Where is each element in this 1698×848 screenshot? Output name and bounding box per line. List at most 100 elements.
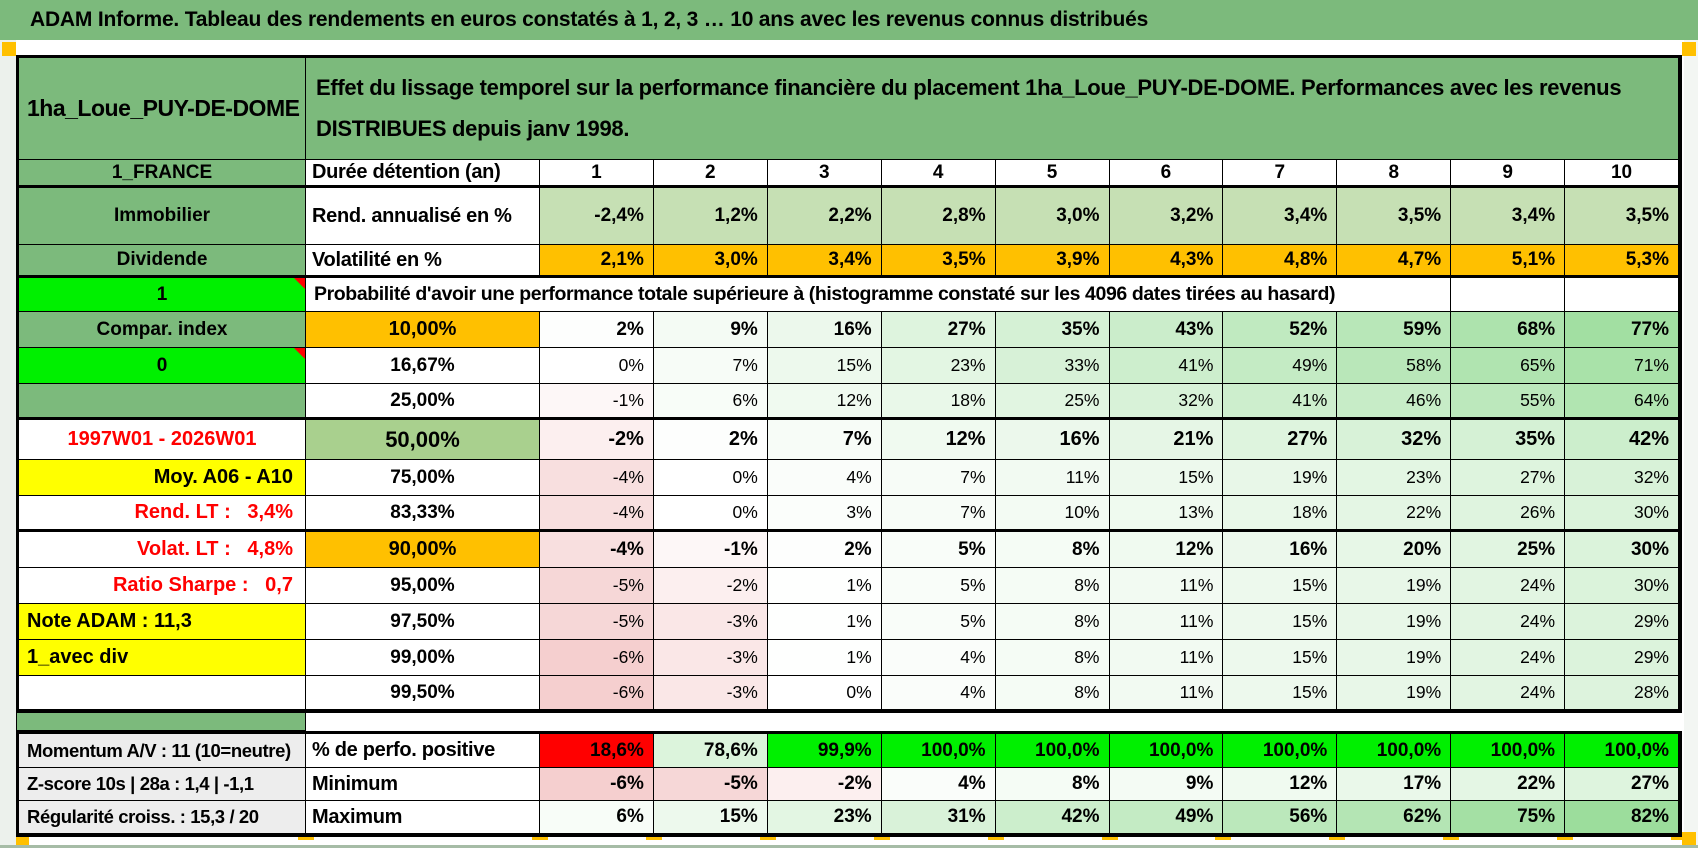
value-cell[interactable]: -4% [540,496,654,532]
value-cell[interactable]: 5,1% [1451,245,1566,278]
value-cell[interactable]: 100,0% [881,734,996,768]
value-cell[interactable]: 15% [1109,460,1224,496]
value-cell[interactable]: -2% [653,568,768,604]
value-cell[interactable]: 58% [1337,348,1452,384]
year-column-header[interactable]: 10 [1565,160,1679,188]
metric-label[interactable]: Rend. annualisé en % [306,188,540,245]
value-cell[interactable]: 46% [1337,384,1452,420]
year-column-header[interactable]: 9 [1451,160,1566,188]
value-cell[interactable]: 2,1% [540,245,654,278]
value-cell[interactable]: 24% [1451,640,1566,676]
value-cell[interactable]: 4% [881,768,996,801]
value-cell[interactable]: 100,0% [1223,734,1338,768]
row-label[interactable]: Rend. LT : 3,4% [19,496,306,532]
value-cell[interactable]: 7% [881,460,996,496]
value-cell[interactable]: 25% [1451,532,1566,568]
value-cell[interactable]: 62% [1337,801,1452,834]
value-cell[interactable]: -2,4% [540,188,654,245]
value-cell[interactable]: 3,0% [653,245,768,278]
threshold-cell[interactable]: 90,00% [306,532,540,568]
value-cell[interactable]: 82% [1565,801,1679,834]
value-cell[interactable]: 11% [1109,604,1224,640]
value-cell[interactable]: 32% [1565,460,1679,496]
value-cell[interactable]: 78,6% [653,734,768,768]
value-cell[interactable]: -1% [653,532,768,568]
value-cell[interactable]: 5% [881,532,996,568]
value-cell[interactable]: 4% [881,676,996,710]
summary-metric-label[interactable]: Maximum [306,801,540,834]
value-cell[interactable]: 41% [1109,348,1224,384]
value-cell[interactable]: 8% [995,568,1110,604]
value-cell[interactable]: 32% [1337,420,1452,460]
summary-metric-label[interactable]: % de perfo. positive [306,734,540,768]
row-label[interactable] [19,384,306,420]
summary-row-label[interactable]: Momentum A/V : 11 (10=neutre) [19,734,306,768]
value-cell[interactable]: -3% [653,640,768,676]
row-label[interactable]: 1_FRANCE [19,160,306,188]
asset-name-cell[interactable]: 1ha_Loue_PUY-DE-DOME [19,58,306,160]
value-cell[interactable]: 8% [995,604,1110,640]
year-column-header[interactable]: 5 [995,160,1110,188]
value-cell[interactable]: 8% [995,676,1110,710]
value-cell[interactable]: 0% [653,496,768,532]
value-cell[interactable]: 15% [1223,676,1338,710]
row-label[interactable]: 1 [19,278,306,312]
summary-row-label[interactable]: Z-score 10s | 28a : 1,4 | -1,1 [19,768,306,801]
value-cell[interactable]: -6% [540,768,654,801]
row-label[interactable]: 1_avec div [19,640,306,676]
year-column-header[interactable]: 2 [653,160,768,188]
value-cell[interactable]: 4,8% [1223,245,1338,278]
value-cell[interactable]: 0% [653,460,768,496]
value-cell[interactable]: 15% [1223,568,1338,604]
value-cell[interactable]: 27% [1223,420,1338,460]
value-cell[interactable]: 1% [767,640,882,676]
row-label[interactable]: 0 [19,348,306,384]
value-cell[interactable]: 27% [1451,460,1566,496]
value-cell[interactable]: 52% [1223,312,1338,348]
value-cell[interactable]: 100,0% [1451,734,1566,768]
value-cell[interactable]: 10% [995,496,1110,532]
value-cell[interactable]: 7% [881,496,996,532]
duration-header[interactable]: Durée détention (an) [306,160,540,188]
value-cell[interactable]: 27% [1565,768,1679,801]
value-cell[interactable]: 30% [1565,532,1679,568]
value-cell[interactable]: 5% [881,568,996,604]
value-cell[interactable]: 15% [1223,604,1338,640]
value-cell[interactable]: 15% [767,348,882,384]
value-cell[interactable]: 3,9% [995,245,1110,278]
value-cell[interactable]: 18,6% [540,734,654,768]
value-cell[interactable]: 3,0% [995,188,1110,245]
value-cell[interactable]: 64% [1565,384,1679,420]
value-cell[interactable]: 49% [1223,348,1338,384]
value-cell[interactable]: 33% [995,348,1110,384]
summary-row-label[interactable]: Régularité croiss. : 15,3 / 20 [19,801,306,834]
value-cell[interactable]: 1% [767,604,882,640]
value-cell[interactable]: 12% [767,384,882,420]
value-cell[interactable]: 9% [1109,768,1224,801]
value-cell[interactable]: 30% [1565,496,1679,532]
value-cell[interactable]: 24% [1451,676,1566,710]
value-cell[interactable]: 100,0% [995,734,1110,768]
value-cell[interactable]: 23% [1337,460,1452,496]
value-cell[interactable]: 29% [1565,640,1679,676]
value-cell[interactable]: 19% [1223,460,1338,496]
threshold-cell[interactable]: 95,00% [306,568,540,604]
value-cell[interactable]: 56% [1223,801,1338,834]
empty-cell[interactable] [1565,278,1679,312]
value-cell[interactable]: 7% [767,420,882,460]
value-cell[interactable]: 2% [767,532,882,568]
value-cell[interactable]: 3,5% [1565,188,1679,245]
row-label[interactable] [19,676,306,710]
value-cell[interactable]: 7% [653,348,768,384]
value-cell[interactable]: 25% [995,384,1110,420]
value-cell[interactable]: 8% [995,640,1110,676]
value-cell[interactable]: -4% [540,460,654,496]
value-cell[interactable]: 2,8% [881,188,996,245]
value-cell[interactable]: 4% [767,460,882,496]
value-cell[interactable]: 3,4% [767,245,882,278]
value-cell[interactable]: 22% [1337,496,1452,532]
threshold-cell[interactable]: 99,50% [306,676,540,710]
value-cell[interactable]: 68% [1451,312,1566,348]
value-cell[interactable]: 31% [881,801,996,834]
value-cell[interactable]: -3% [653,676,768,710]
